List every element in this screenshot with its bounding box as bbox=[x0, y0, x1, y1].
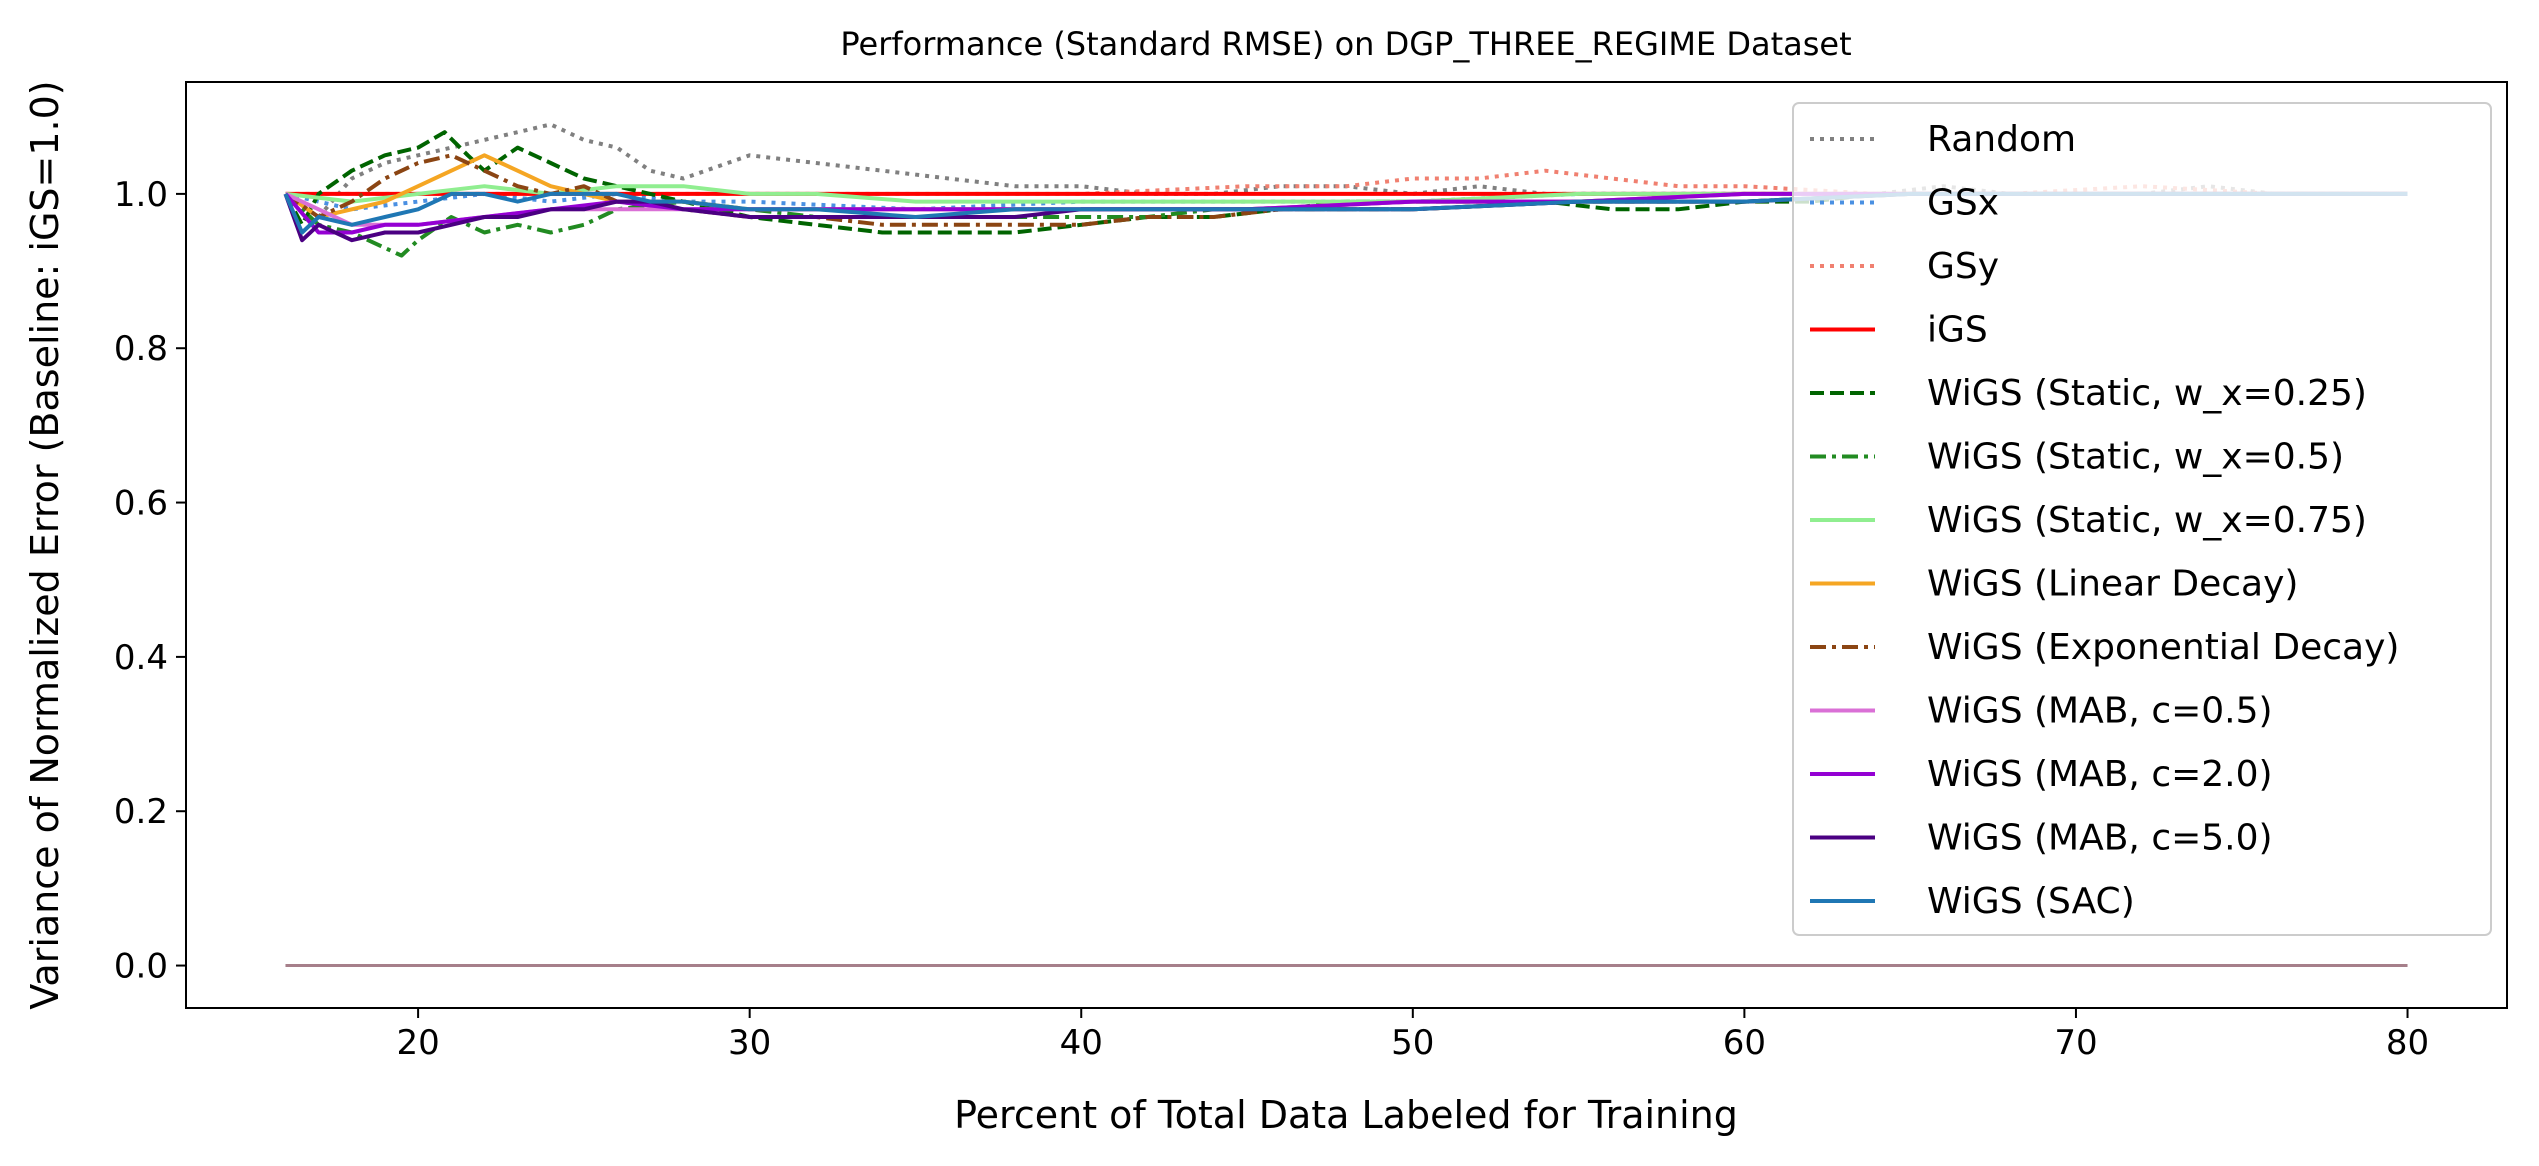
y-tick-label: 0.6 bbox=[114, 484, 168, 524]
y-tick-label: 0.8 bbox=[114, 329, 168, 369]
plot-area bbox=[283, 122, 2408, 968]
legend-label-6: WiGS (Static, w_x=0.75) bbox=[1927, 500, 2367, 541]
y-tick-label: 1.0 bbox=[114, 175, 168, 215]
legend-box bbox=[1792, 102, 2492, 936]
legend: Random GSx GSy iGS WiGS (Static, w_x=0.25) Wi… bbox=[1792, 102, 2492, 936]
x-tick-label: 60 bbox=[1723, 1023, 1766, 1063]
legend-label-5: WiGS (Static, w_x=0.5) bbox=[1927, 437, 2344, 478]
x-tick-label: 50 bbox=[1391, 1023, 1434, 1063]
x-tick-label: 20 bbox=[396, 1023, 439, 1063]
legend-label-1: GSx bbox=[1927, 183, 1999, 224]
legend-label-8: WiGS (Exponential Decay) bbox=[1927, 627, 2399, 668]
y-axis: 0.0 0.2 0.4 0.6 0.8 1.0 bbox=[114, 175, 186, 987]
legend-label-0: Random bbox=[1927, 119, 2076, 160]
legend-label-12: WiGS (SAC) bbox=[1927, 881, 2135, 922]
chart-title: Performance (Standard RMSE) on DGP_THREE… bbox=[840, 25, 1851, 63]
series-line-5 bbox=[284, 191, 2408, 258]
plot-frame bbox=[185, 81, 2508, 1009]
x-tick-label: 70 bbox=[2054, 1023, 2097, 1063]
y-tick-label: 0.2 bbox=[114, 792, 168, 832]
legend-label-2: GSy bbox=[1927, 246, 1999, 287]
legend-label-4: WiGS (Static, w_x=0.25) bbox=[1927, 373, 2367, 414]
legend-label-3: iGS bbox=[1927, 310, 1988, 351]
x-tick-label: 80 bbox=[2386, 1023, 2429, 1063]
y-axis-label: Variance of Normalized Error (Baseline: … bbox=[23, 80, 67, 1009]
x-axis: 20 30 40 50 60 70 80 bbox=[396, 1008, 2429, 1063]
legend-label-11: WiGS (MAB, c=5.0) bbox=[1927, 818, 2273, 859]
x-axis-label: Percent of Total Data Labeled for Traini… bbox=[954, 1093, 1738, 1137]
legend-label-10: WiGS (MAB, c=2.0) bbox=[1927, 754, 2273, 795]
y-tick-label: 0.0 bbox=[114, 947, 168, 987]
x-tick-label: 40 bbox=[1060, 1023, 1103, 1063]
series-line-12 bbox=[283, 191, 2408, 235]
legend-label-7: WiGS (Linear Decay) bbox=[1927, 564, 2298, 605]
y-tick-label: 0.4 bbox=[114, 638, 168, 678]
x-tick-label: 30 bbox=[728, 1023, 771, 1063]
legend-label-9: WiGS (MAB, c=0.5) bbox=[1927, 691, 2273, 732]
